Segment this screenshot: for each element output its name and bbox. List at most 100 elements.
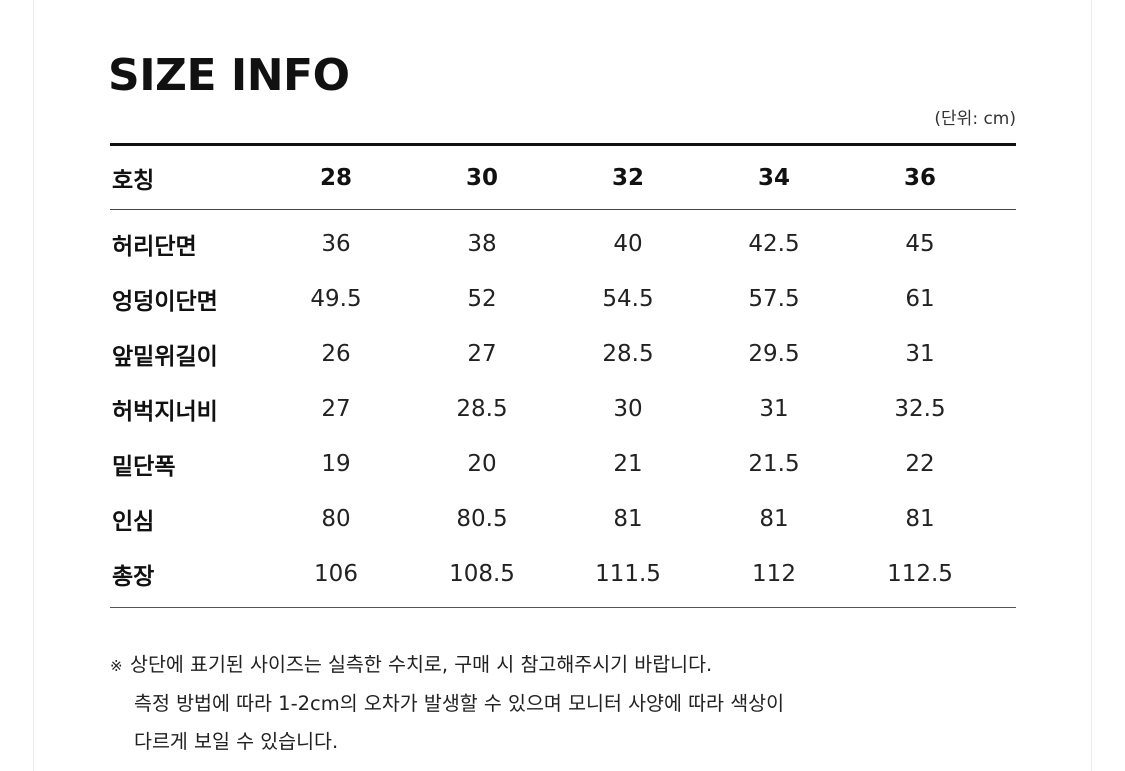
cell-value: 45	[905, 230, 935, 257]
table-cell: 112.5	[870, 546, 1016, 608]
table-cell: 42.5	[724, 210, 870, 272]
cell-value: 111.5	[595, 560, 661, 587]
cell-value: 29.5	[748, 340, 800, 367]
cell-value: 36	[321, 230, 351, 257]
table-cell: 30	[578, 381, 724, 436]
cell-value: 20	[467, 450, 497, 477]
table-cell: 28.5	[578, 326, 724, 381]
header-label: 호칭	[112, 167, 155, 194]
table-cell: 81	[724, 491, 870, 546]
table-cell: 57.5	[724, 271, 870, 326]
cell-value: 26	[321, 340, 351, 367]
table-cell: 106	[286, 546, 432, 608]
cell-value: 61	[905, 285, 935, 312]
cell-value: 21.5	[748, 450, 800, 477]
table-cell: 28.5	[432, 381, 578, 436]
table-row: 허리단면 36 38 40 42.5 45	[110, 210, 1016, 272]
table-cell: 27	[432, 326, 578, 381]
table-cell: 26	[286, 326, 432, 381]
table-cell: 45	[870, 210, 1016, 272]
size-header-text: 32	[611, 164, 644, 191]
cell-value: 80.5	[456, 505, 508, 532]
table-cell: 31	[870, 326, 1016, 381]
cell-value: 57.5	[748, 285, 800, 312]
cell-value: 54.5	[602, 285, 654, 312]
cell-value: 52	[467, 285, 497, 312]
table-cell: 20	[432, 436, 578, 491]
cell-value: 108.5	[449, 560, 515, 587]
row-label: 총장	[112, 563, 155, 590]
size-header-cell: 28	[286, 145, 432, 210]
left-border	[33, 0, 34, 771]
table-row: 엉덩이단면 49.5 52 54.5 57.5 61	[110, 271, 1016, 326]
cell-value: 28.5	[602, 340, 654, 367]
table-cell: 61	[870, 271, 1016, 326]
cell-value: 38	[467, 230, 497, 257]
table-cell: 81	[578, 491, 724, 546]
cell-value: 81	[905, 505, 935, 532]
cell-value: 112	[752, 560, 796, 587]
size-header-text: 34	[757, 164, 790, 191]
cell-value: 31	[759, 395, 789, 422]
unit-label: (단위: cm)	[934, 109, 1016, 129]
cell-value: 81	[759, 505, 789, 532]
size-header-cell: 36	[870, 145, 1016, 210]
row-label: 허리단면	[112, 233, 197, 260]
note-text: 상단에 표기된 사이즈는 실측한 수치로, 구매 시 참고해주시기 바랍니다.	[130, 653, 713, 676]
cell-value: 80	[321, 505, 351, 532]
cell-value: 42.5	[748, 230, 800, 257]
table-cell: 36	[286, 210, 432, 272]
cell-value: 81	[613, 505, 643, 532]
table-cell: 31	[724, 381, 870, 436]
cell-value: 22	[905, 450, 935, 477]
size-notes: ※ 상단에 표기된 사이즈는 실측한 수치로, 구매 시 참고해주시기 바랍니다.…	[110, 646, 784, 761]
table-row: 밑단폭 19 20 21 21.5 22	[110, 436, 1016, 491]
table-row: 총장 106 108.5 111.5 112 112.5	[110, 546, 1016, 608]
table-cell: 21	[578, 436, 724, 491]
table-cell: 80.5	[432, 491, 578, 546]
table-cell: 80	[286, 491, 432, 546]
cell-value: 30	[613, 395, 643, 422]
cell-value: 40	[613, 230, 643, 257]
table-cell: 112	[724, 546, 870, 608]
size-header-text: 28	[319, 164, 352, 191]
cell-value: 28.5	[456, 395, 508, 422]
row-label: 밑단폭	[112, 453, 176, 480]
note-line: 측정 방법에 따라 1-2cm의 오차가 발생할 수 있으며 모니터 사양에 따…	[134, 692, 785, 715]
size-header-cell: 32	[578, 145, 724, 210]
row-label: 앞밑위길이	[112, 343, 218, 370]
table-cell: 21.5	[724, 436, 870, 491]
size-table: 호칭 28 30 32 34 36 허리단면 36 38 40 42.5 45 …	[110, 143, 1016, 608]
table-cell: 108.5	[432, 546, 578, 608]
table-row: 허벅지너비 27 28.5 30 31 32.5	[110, 381, 1016, 436]
table-cell: 111.5	[578, 546, 724, 608]
note-mark: ※	[110, 657, 123, 675]
table-cell: 81	[870, 491, 1016, 546]
cell-value: 27	[467, 340, 497, 367]
cell-value: 49.5	[310, 285, 362, 312]
table-cell: 22	[870, 436, 1016, 491]
right-border	[1091, 0, 1092, 771]
page-title: SIZE INFO	[108, 50, 350, 101]
size-header-text: 30	[465, 164, 498, 191]
cell-value: 19	[321, 450, 351, 477]
table-cell: 52	[432, 271, 578, 326]
size-header-cell: 34	[724, 145, 870, 210]
table-cell: 40	[578, 210, 724, 272]
cell-value: 21	[613, 450, 643, 477]
row-label: 인심	[112, 508, 155, 535]
row-label: 엉덩이단면	[112, 288, 218, 315]
cell-value: 106	[314, 560, 358, 587]
row-label: 허벅지너비	[112, 398, 218, 425]
table-cell: 27	[286, 381, 432, 436]
table-cell: 49.5	[286, 271, 432, 326]
note-line: 다르게 보일 수 있습니다.	[134, 730, 339, 753]
table-cell: 54.5	[578, 271, 724, 326]
note-line: ※ 상단에 표기된 사이즈는 실측한 수치로, 구매 시 참고해주시기 바랍니다.	[110, 646, 784, 685]
cell-value: 31	[905, 340, 935, 367]
table-cell: 19	[286, 436, 432, 491]
table-row: 앞밑위길이 26 27 28.5 29.5 31	[110, 326, 1016, 381]
table-cell: 32.5	[870, 381, 1016, 436]
table-cell: 29.5	[724, 326, 870, 381]
